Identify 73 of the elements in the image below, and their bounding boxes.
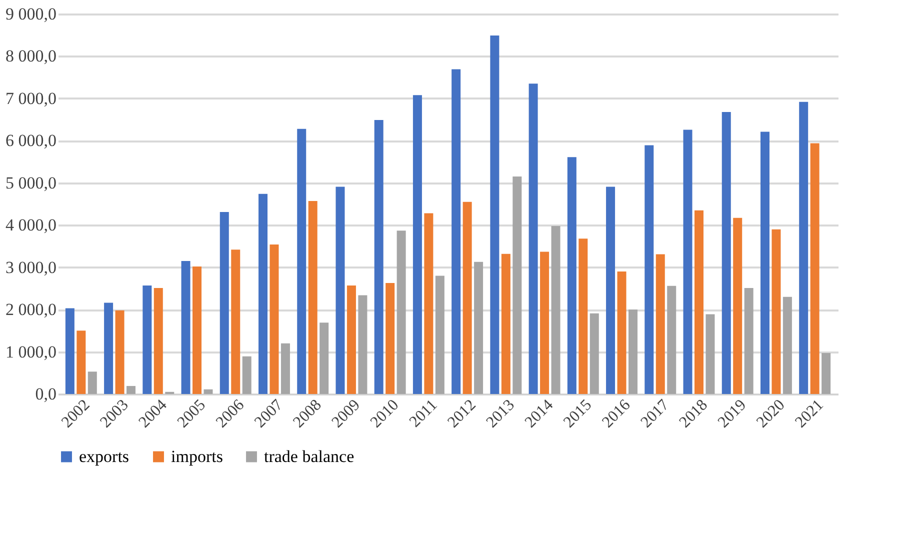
bar <box>490 36 500 394</box>
bar <box>772 229 781 394</box>
bar <box>528 84 538 394</box>
bar <box>474 262 484 394</box>
x-tick-label: 2011 <box>406 396 441 431</box>
bar <box>65 308 74 394</box>
bar <box>760 132 770 394</box>
bar <box>270 244 279 394</box>
bar <box>578 238 588 394</box>
bar <box>204 389 213 394</box>
bar <box>722 112 731 394</box>
bar <box>104 302 114 394</box>
bar <box>181 261 190 394</box>
bar <box>308 201 318 394</box>
bar <box>336 186 345 394</box>
bar <box>567 157 576 394</box>
bar <box>667 286 676 394</box>
y-tick-label: 0,0 <box>35 384 56 404</box>
bar <box>810 143 820 394</box>
bar <box>617 272 626 394</box>
bar <box>656 254 665 394</box>
y-tick-label: 1 000,0 <box>6 342 56 362</box>
bar <box>258 194 268 394</box>
bar <box>242 356 252 394</box>
bar <box>374 120 384 394</box>
bar <box>435 276 444 394</box>
bar <box>192 266 202 394</box>
bar <box>231 250 240 394</box>
bar <box>628 310 638 394</box>
bar <box>280 343 290 394</box>
bar <box>142 285 152 394</box>
bar <box>115 310 124 394</box>
bar <box>683 130 692 394</box>
bar <box>501 254 510 394</box>
bar <box>320 322 329 394</box>
bar <box>220 212 229 394</box>
bar <box>396 230 406 394</box>
bar <box>706 314 715 394</box>
bar <box>606 186 616 394</box>
bar <box>424 213 434 394</box>
y-tick-label: 3 000,0 <box>6 258 56 277</box>
bar <box>358 295 368 394</box>
bar <box>590 313 599 394</box>
y-tick-label: 5 000,0 <box>6 173 56 192</box>
bar <box>346 285 356 394</box>
bar <box>694 210 704 394</box>
bar <box>822 353 831 394</box>
bar <box>782 296 792 394</box>
bar <box>154 288 163 394</box>
bar <box>126 386 136 394</box>
y-tick-label: 8 000,0 <box>6 46 56 66</box>
bar <box>540 252 550 394</box>
legend-label: imports <box>171 446 223 466</box>
bar <box>88 372 97 394</box>
y-tick-label: 9 000,0 <box>6 4 56 24</box>
bar <box>386 282 395 394</box>
bar <box>76 330 86 394</box>
y-tick-label: 2 000,0 <box>6 300 56 320</box>
bar <box>644 145 654 394</box>
bar <box>297 128 306 394</box>
y-tick-label: 4 000,0 <box>6 216 56 235</box>
bar <box>744 288 754 394</box>
bar <box>512 176 522 394</box>
bar <box>799 102 808 394</box>
bar <box>551 226 560 394</box>
legend-label: trade balance <box>264 446 354 466</box>
legend-label: exports <box>79 446 130 466</box>
bar <box>733 218 742 394</box>
y-tick-label: 7 000,0 <box>6 88 56 108</box>
bar <box>462 202 472 394</box>
bar <box>412 95 422 394</box>
y-tick-label: 6 000,0 <box>6 131 56 150</box>
bar <box>452 69 461 394</box>
